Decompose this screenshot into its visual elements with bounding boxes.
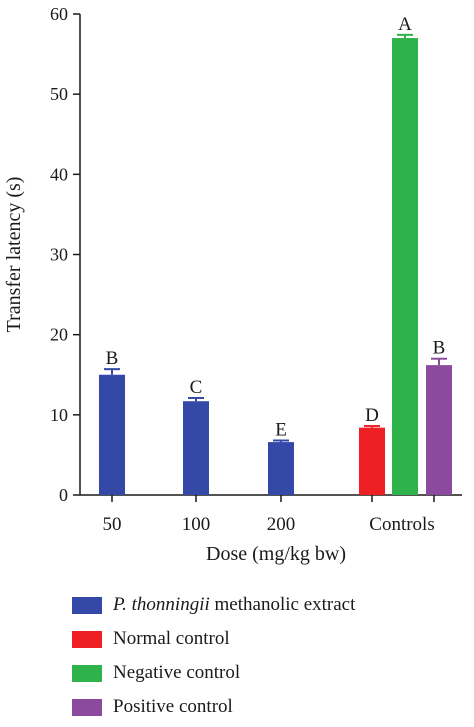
bar-significance-label: B	[106, 348, 119, 369]
bar	[183, 401, 209, 495]
bar-significance-label: E	[275, 419, 287, 440]
y-tick-label: 0	[59, 485, 68, 505]
y-tick-label: 50	[50, 84, 68, 104]
chart-labels: B C E D A B	[106, 14, 446, 441]
bar	[359, 427, 385, 495]
y-axis-title: Transfer latency (s)	[3, 177, 25, 333]
y-tick-label: 60	[50, 4, 68, 24]
y-tick-label: 10	[50, 405, 68, 425]
x-tick-label: 200	[267, 514, 296, 535]
legend-item-positive-control: Positive control	[72, 690, 355, 724]
bar	[426, 365, 452, 495]
bar	[268, 442, 294, 495]
legend-item-normal-control: Normal control	[72, 622, 355, 656]
x-axis-title: Dose (mg/kg bw)	[206, 543, 346, 565]
bar-significance-label: C	[190, 377, 203, 398]
x-tick-label: Controls	[369, 514, 434, 535]
legend-label-normal-control: Normal control	[113, 628, 230, 649]
legend-label-negative-control: Negative control	[113, 662, 241, 683]
legend-item-negative-control: Negative control	[72, 656, 355, 690]
legend-swatch-normal-control	[72, 630, 102, 648]
legend-label-extract: P. thonningii methanolic extract	[113, 594, 356, 615]
legend-swatch-negative-control	[72, 664, 102, 682]
bar-chart: 0 10 20 30 40 50 60 Transfer latency (s) 50 100 20…	[3, 4, 462, 565]
y-tick-label: 30	[50, 245, 68, 265]
y-tick-label: 20	[50, 325, 68, 345]
bar-significance-label: D	[365, 405, 379, 426]
x-tick-label: 100	[182, 514, 211, 535]
legend-swatch-positive-control	[72, 698, 102, 716]
y-tick-label: 40	[50, 164, 68, 184]
bar-significance-label: B	[433, 338, 446, 359]
bar	[392, 38, 418, 496]
legend: P. thonningii methanolic extract Normal …	[72, 588, 355, 724]
legend-label-positive-control: Positive control	[113, 696, 233, 717]
x-tick-label: 50	[103, 514, 122, 535]
legend-item-extract: P. thonningii methanolic extract	[72, 588, 355, 622]
bar-significance-label: A	[398, 14, 412, 35]
chart-bars	[99, 33, 452, 496]
bar	[99, 374, 125, 495]
chart-axes: 0 10 20 30 40 50 60 Transfer latency (s) 50 100 20…	[3, 4, 462, 565]
legend-swatch-extract	[72, 596, 102, 614]
